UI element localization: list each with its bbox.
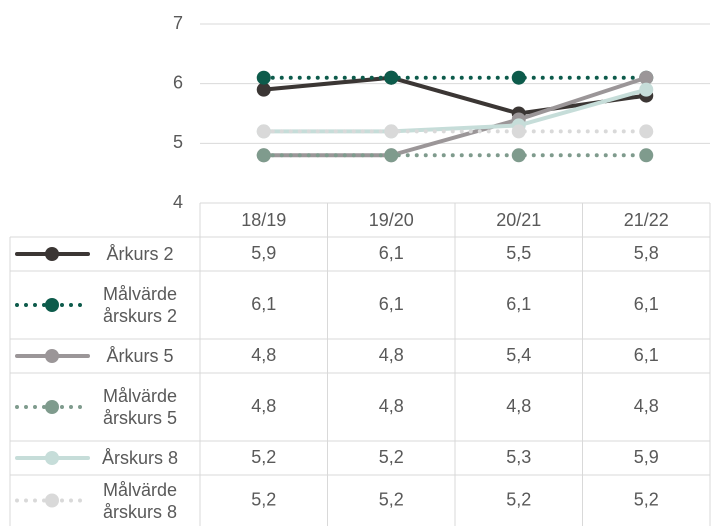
legend-marker: [45, 349, 59, 363]
legend-label-box: Årkurs 2: [106, 244, 174, 264]
data-point: [256, 124, 271, 139]
table-value: 5,2: [251, 489, 276, 509]
data-point: [639, 70, 654, 85]
x-tick-label: 19/20: [369, 210, 414, 230]
table-value: 5,3: [506, 447, 531, 467]
table-value: 6,1: [251, 294, 276, 314]
data-point: [511, 148, 526, 163]
x-tick-label: 21/22: [624, 210, 669, 230]
legend-label-box: Årskurs 8: [101, 448, 179, 468]
legend-label: Årkurs 2: [106, 244, 174, 264]
table-value: 5,9: [634, 447, 659, 467]
y-tick-label: 6: [173, 72, 183, 92]
table-value: 5,4: [506, 345, 531, 365]
legend-marker: [45, 400, 59, 414]
legend-marker: [45, 247, 59, 261]
legend-marker: [45, 298, 59, 312]
table-value: 4,8: [634, 396, 659, 416]
table-value: 5,2: [379, 447, 404, 467]
legend-label: Målvärde årskurs 5: [102, 386, 178, 428]
data-point: [639, 148, 654, 163]
data-point: [511, 70, 526, 85]
table-value: 6,1: [506, 294, 531, 314]
table-value: 4,8: [379, 345, 404, 365]
table-value: 4,8: [251, 345, 276, 365]
x-tick-label: 18/19: [241, 210, 286, 230]
y-tick-label: 4: [173, 192, 183, 212]
data-point: [639, 124, 654, 139]
table-value: 6,1: [634, 345, 659, 365]
y-tick-label: 5: [173, 132, 183, 152]
table-value: 6,1: [379, 294, 404, 314]
table-value: 5,2: [506, 489, 531, 509]
table-value: 6,1: [634, 294, 659, 314]
data-point: [384, 148, 399, 163]
legend-label-box: Målvärde årskurs 8: [102, 479, 178, 522]
table-value: 4,8: [379, 396, 404, 416]
y-tick-label: 7: [173, 13, 183, 33]
legend-label: Målvärde årskurs 2: [102, 284, 178, 326]
legend-label-box: Årkurs 5: [106, 346, 174, 366]
data-point: [384, 124, 399, 139]
legend-label-box: Målvärde årskurs 5: [102, 386, 178, 428]
legend-label: Årskurs 8: [101, 448, 179, 468]
x-tick-label: 20/21: [496, 210, 541, 230]
table-value: 5,2: [251, 447, 276, 467]
table-value: 5,2: [379, 489, 404, 509]
data-point: [511, 124, 526, 139]
data-point: [639, 82, 654, 97]
legend-marker: [45, 493, 59, 508]
table-value: 5,8: [634, 243, 659, 263]
table-value: 5,9: [251, 243, 276, 263]
data-point: [384, 70, 399, 85]
table-value: 4,8: [251, 396, 276, 416]
legend-label: Målvärde årskurs 8: [102, 479, 178, 522]
table-value: 5,2: [634, 489, 659, 509]
table-value: 4,8: [506, 396, 531, 416]
series-line: [261, 75, 649, 116]
data-point: [256, 70, 271, 85]
legend-label-box: Målvärde årskurs 2: [102, 284, 178, 326]
table-value: 6,1: [379, 243, 404, 263]
data-point: [256, 82, 271, 97]
legend-marker: [45, 451, 59, 465]
legend-label: Årkurs 5: [106, 346, 174, 366]
data-point: [256, 148, 271, 163]
table-value: 5,5: [506, 243, 531, 263]
